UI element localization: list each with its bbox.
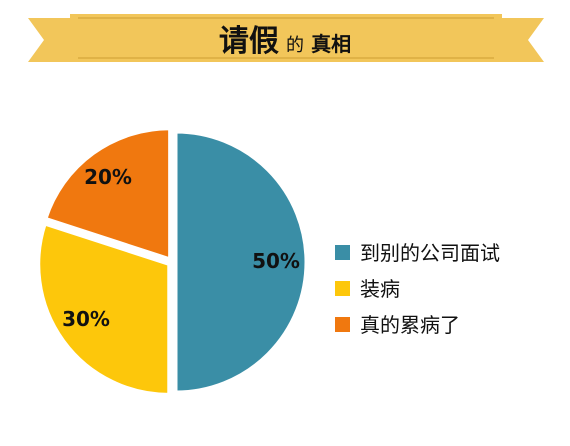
banner-body (70, 14, 502, 62)
legend-label: 到别的公司面试 (360, 241, 500, 265)
slice-value-label: 30% (62, 307, 110, 331)
banner-right-tail (494, 18, 544, 62)
banner-title-rest: 真相 (311, 32, 351, 56)
pie-slice (37, 222, 171, 396)
pie-slice (44, 127, 172, 261)
legend-swatch (335, 281, 350, 296)
banner-left-tail (28, 18, 78, 62)
slice-value-label: 20% (84, 165, 132, 189)
legend-swatch (335, 245, 350, 260)
slice-value-label: 50% (252, 249, 300, 273)
title-banner: 请假 的 真相 (28, 14, 544, 62)
legend-label: 真的累病了 (360, 313, 460, 337)
pie-chart: 50% 30% 20% (37, 127, 308, 396)
banner-title: 请假 的 真相 (219, 24, 351, 59)
legend-swatch (335, 317, 350, 332)
banner-title-main: 请假 (219, 24, 279, 59)
banner-title-particle: 的 (286, 35, 304, 56)
legend-label: 装病 (360, 277, 400, 301)
pie-slice (174, 130, 308, 394)
